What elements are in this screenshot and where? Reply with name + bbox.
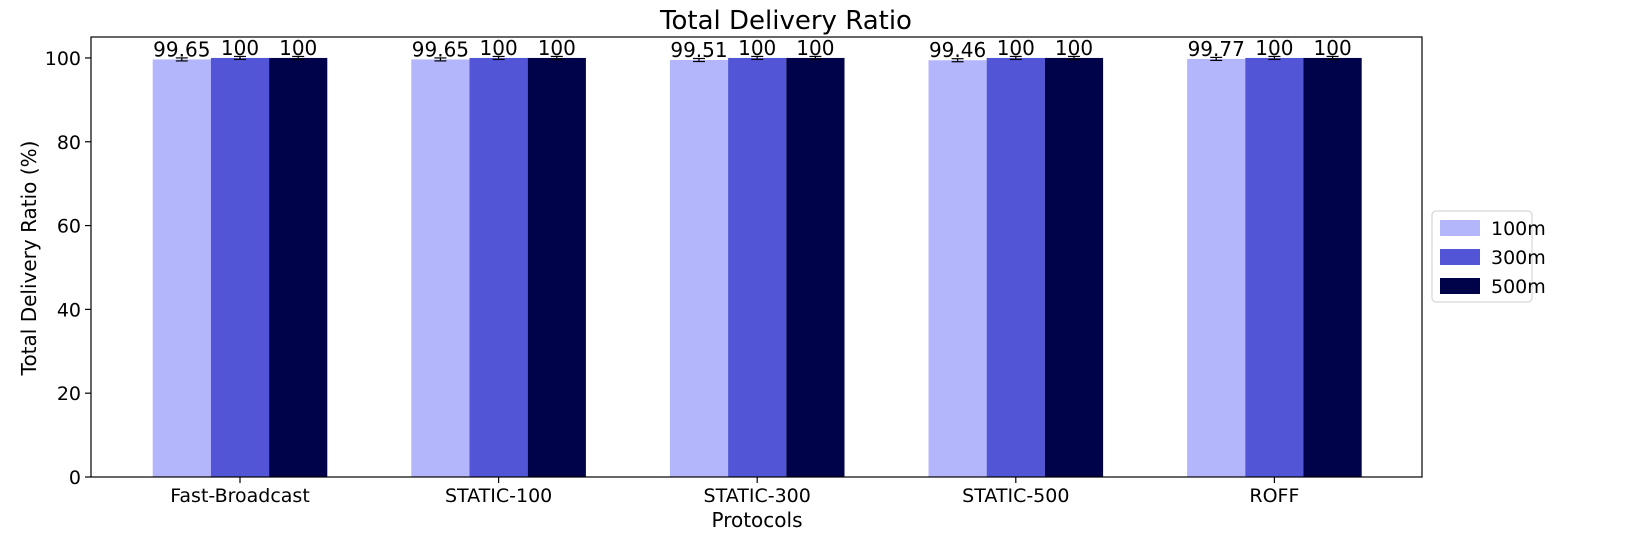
bar xyxy=(527,57,586,477)
bar xyxy=(728,57,787,477)
y-tick-label: 100 xyxy=(45,48,81,70)
error-bar xyxy=(693,57,705,63)
legend-label: 100m xyxy=(1491,218,1546,240)
plot-frame xyxy=(90,36,1423,478)
error-bar xyxy=(1326,55,1339,61)
legend-label: 300m xyxy=(1491,247,1546,269)
bar xyxy=(152,59,211,478)
error-bar xyxy=(951,58,964,63)
data-labels-layer: 99.65 100 100 99.65 100 100 99.51 100 100 99.46 10… xyxy=(153,36,1352,62)
data-label: 100 xyxy=(1314,36,1352,60)
y-tick-label: 40 xyxy=(57,299,81,321)
y-tick-label: 0 xyxy=(69,467,81,489)
legend-label: 500m xyxy=(1491,276,1546,298)
bar xyxy=(469,57,528,477)
data-label: 100 xyxy=(1255,36,1293,60)
error-bar xyxy=(292,55,305,61)
bar xyxy=(411,59,470,478)
bar xyxy=(1245,57,1304,477)
data-label: 100 xyxy=(279,36,317,60)
x-tick-label: STATIC-500 xyxy=(962,485,1069,507)
data-label: 99.51 xyxy=(670,38,727,62)
y-axis-label: Total Delivery Ratio (%) xyxy=(17,141,41,377)
error-bar xyxy=(1268,55,1281,61)
bar xyxy=(669,60,729,477)
bar xyxy=(786,57,845,477)
data-label: 100 xyxy=(738,36,776,60)
error-bar xyxy=(1210,56,1223,62)
data-label: 100 xyxy=(997,36,1035,60)
bar xyxy=(928,60,987,477)
error-bar xyxy=(550,55,563,61)
bar xyxy=(1044,57,1104,477)
legend: 100m 300m 500m xyxy=(1431,210,1546,303)
data-label: 100 xyxy=(221,36,259,60)
error-bars-layer xyxy=(175,55,1339,63)
bar xyxy=(1303,57,1362,477)
y-tick-label: 80 xyxy=(57,132,81,154)
y-axis-ticks: 0 20 40 60 80 100 xyxy=(45,48,91,489)
bar xyxy=(269,57,328,477)
error-bar xyxy=(234,55,246,61)
y-tick-label: 60 xyxy=(57,216,81,238)
data-label: 99.46 xyxy=(929,38,986,62)
data-label: 100 xyxy=(538,36,576,60)
error-bar xyxy=(809,55,822,61)
error-bar xyxy=(492,55,505,61)
error-bar xyxy=(1009,55,1022,61)
bar xyxy=(986,57,1045,477)
error-bar xyxy=(751,55,764,61)
x-tick-label: STATIC-300 xyxy=(704,485,811,507)
x-tick-label: Fast-Broadcast xyxy=(170,485,310,507)
legend-swatch xyxy=(1440,278,1480,294)
error-bar xyxy=(434,57,447,62)
chart-title: Total Delivery Ratio xyxy=(659,6,912,36)
x-axis-ticks: Fast-Broadcast STATIC-100 STATIC-300 STATIC… xyxy=(170,477,1299,507)
legend-swatch xyxy=(1440,249,1480,265)
x-axis-label: Protocols xyxy=(711,508,802,532)
data-label: 99.65 xyxy=(412,37,469,61)
data-label: 99.65 xyxy=(153,37,210,61)
error-bar xyxy=(1068,55,1080,61)
bars-layer xyxy=(152,57,1362,478)
data-label: 100 xyxy=(796,36,834,60)
error-bar xyxy=(175,57,188,62)
x-tick-label: STATIC-100 xyxy=(445,485,552,507)
legend-swatch xyxy=(1440,220,1480,236)
data-label: 99.77 xyxy=(1188,37,1245,61)
x-tick-label: ROFF xyxy=(1249,485,1299,507)
bar xyxy=(1187,58,1246,478)
data-label: 100 xyxy=(1055,36,1093,60)
y-tick-label: 20 xyxy=(57,383,81,405)
bar xyxy=(210,57,270,477)
data-label: 100 xyxy=(480,36,518,60)
